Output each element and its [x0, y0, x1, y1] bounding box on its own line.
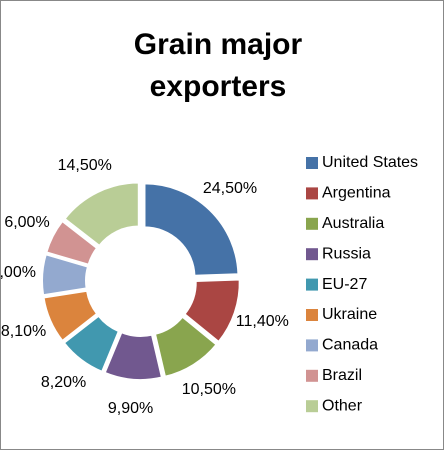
legend-label: Argentina	[322, 185, 391, 202]
legend-swatch	[306, 309, 318, 321]
legend-label: Russia	[322, 245, 371, 262]
donut-segment	[42, 289, 99, 343]
legend-label: Brazil	[322, 367, 362, 384]
legend-label: Australia	[322, 215, 384, 232]
legend-swatch	[306, 248, 318, 261]
legend-label: Canada	[322, 337, 378, 354]
data-label: 6,00%	[4, 214, 49, 231]
donut-segment	[62, 314, 121, 374]
legend-swatch	[306, 400, 318, 413]
legend-label: EU-27	[322, 276, 367, 293]
donut-segment	[143, 182, 240, 277]
data-label: 14,50%	[58, 157, 112, 174]
legend-swatch	[306, 217, 318, 230]
legend-swatch	[306, 187, 318, 200]
data-label: 7,00%	[0, 264, 36, 281]
data-label: 9,90%	[108, 400, 153, 417]
chart-title: Grain major exporters	[134, 28, 303, 103]
donut-segment	[183, 278, 241, 344]
donut-segment	[153, 315, 218, 378]
donut-segment	[63, 181, 140, 248]
data-label: 24,50%	[203, 180, 257, 197]
data-label: 11,40%	[236, 313, 289, 330]
legend-swatch	[306, 278, 318, 291]
legend-swatch	[306, 339, 318, 352]
legend-swatch	[306, 369, 318, 382]
legend-label: Ukraine	[322, 306, 377, 323]
legend-label: United States	[322, 154, 418, 171]
data-label: 8,10%	[1, 323, 46, 340]
data-label: 10,50%	[182, 381, 236, 398]
donut-segment	[45, 219, 99, 266]
data-label: 8,20%	[41, 374, 86, 391]
donut-segment	[41, 253, 90, 297]
donut-segment	[103, 330, 164, 381]
legend-swatch	[306, 157, 318, 169]
legend-label: Other	[322, 397, 363, 414]
